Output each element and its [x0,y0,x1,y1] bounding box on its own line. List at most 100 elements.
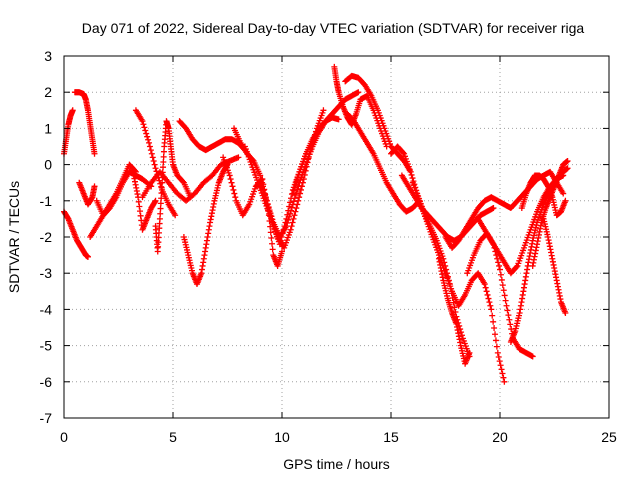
data-point [288,207,295,214]
data-point [157,210,164,217]
data-point [235,154,242,161]
series-arc-07 [132,107,179,219]
series-arc-12 [180,161,231,288]
data-point [491,325,498,332]
data-point [500,374,507,381]
x-tick-label: 25 [601,429,617,445]
series-arc-20 [344,110,423,215]
data-point [160,159,167,166]
plot-frame [63,55,610,419]
data-point [495,259,502,266]
y-tick-label: -6 [40,374,53,390]
series-arc-09 [152,118,194,255]
series-arc-24 [435,255,473,367]
data-point [287,226,294,233]
data-point [490,205,497,212]
data-point [287,210,294,217]
data-point [267,210,274,217]
data-point [482,284,489,291]
series-arc-03 [71,89,98,157]
data-point [158,184,165,191]
series-arc-06 [93,168,155,219]
x-axis-label: GPS time / hours [283,456,390,472]
data-point [492,331,499,338]
data-point [513,263,520,270]
data-point [459,332,466,339]
data-point [232,194,239,201]
data-point [503,302,510,309]
data-point [494,349,501,356]
data-point [501,378,508,385]
series-arc-08 [130,172,159,233]
data-point [466,349,473,356]
data-point [144,133,151,140]
y-axis-label: SDTVAR / TECUs [6,181,22,293]
data-point [490,318,497,325]
data-point [91,183,98,190]
series-arc-17 [289,89,362,197]
data-point [292,208,299,215]
data-point [458,329,465,336]
data-point [500,287,507,294]
data-point [291,184,298,191]
data-point [142,127,149,134]
data-point [499,282,506,289]
data-point [320,107,327,114]
data-point [285,216,292,223]
data-point [496,358,503,365]
x-tick-label: 15 [383,429,399,445]
data-point [288,223,295,230]
axes: 0 5 10 15 20 25 -7 -6 -5 -4 -3 -2 -1 0 1 2 3 [40,48,617,445]
data-point [266,207,273,214]
x-tick-label: 5 [169,429,177,445]
data-point [84,253,91,260]
data-point [499,370,506,377]
data-point [284,220,291,227]
y-tick-label: -1 [40,193,53,209]
y-tick-label: 2 [44,84,52,100]
series-arc-01 [61,107,76,157]
y-tick-label: 1 [44,120,52,136]
data-point [335,116,342,123]
chart-title: Day 071 of 2022, Sidereal Day-to-day VTE… [82,20,585,36]
data-point [481,281,488,288]
y-tick-label: 3 [44,48,52,64]
data-point [295,171,302,178]
data-point [290,215,297,222]
data-point [291,212,298,219]
data-points [61,63,571,385]
data-point [268,235,275,242]
data-point [497,271,504,278]
series-arc-04 [76,179,98,208]
data-point [289,201,296,208]
data-point [483,288,490,295]
data-point [501,292,508,299]
data-point [227,176,234,183]
data-point [297,186,304,193]
data-point [505,312,512,319]
data-point [69,107,76,114]
data-point [498,276,505,283]
data-point [179,178,186,185]
data-point [562,197,569,204]
data-point [150,157,157,164]
data-point [172,212,179,219]
series-arc-23 [409,179,508,385]
data-point [495,353,502,360]
data-point [407,168,414,175]
data-point [294,175,301,182]
data-point [269,216,276,223]
data-point [497,266,503,273]
data-point [157,200,164,207]
y-tick-label: -5 [40,338,53,354]
data-point [562,310,569,317]
data-point [152,197,159,204]
y-tick-label: 0 [44,157,52,173]
data-point [279,248,285,255]
data-point [504,307,511,314]
data-point [147,147,154,154]
series-arc-13 [220,154,285,269]
data-point [264,200,271,207]
data-point [158,190,165,197]
data-point [143,130,150,137]
